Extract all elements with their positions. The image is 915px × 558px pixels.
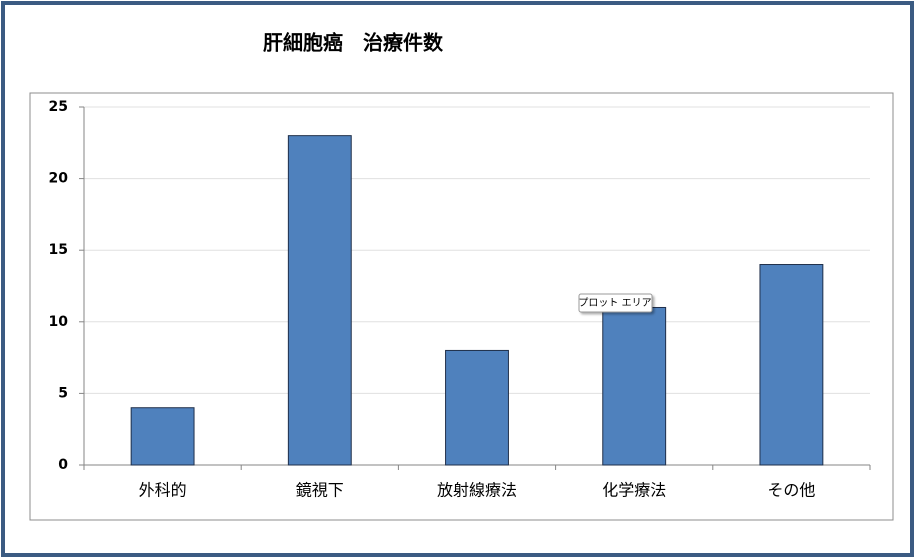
y-tick-label: 15 (49, 242, 68, 258)
y-tick-label: 5 (58, 385, 68, 401)
tooltip: プロット エリア (578, 293, 653, 313)
bar (287, 135, 352, 466)
y-tick-label: 20 (49, 171, 69, 187)
y-tick-label: 0 (58, 457, 68, 473)
x-tick-label: 外科的 (139, 481, 187, 500)
tooltip-text: プロット エリア (578, 297, 651, 309)
x-tick-label: 鏡視下 (296, 481, 344, 500)
y-tick-label: 10 (49, 314, 69, 330)
x-tick-label: 放射線療法 (437, 481, 517, 500)
tooltip-box (578, 293, 653, 313)
bar (759, 264, 824, 466)
x-tick-label: 化学療法 (602, 481, 666, 500)
bar (130, 407, 195, 466)
x-tick-label: その他 (767, 481, 815, 500)
bar (602, 306, 667, 466)
plot-area: 0 5 10 15 20 25 外科的 鏡視下 放射線療法 化学療法 その他 (49, 99, 871, 500)
y-tick-label: 25 (49, 99, 68, 115)
chart-title: 肝細胞癌 治療件数 (263, 31, 444, 55)
bar (445, 349, 509, 466)
